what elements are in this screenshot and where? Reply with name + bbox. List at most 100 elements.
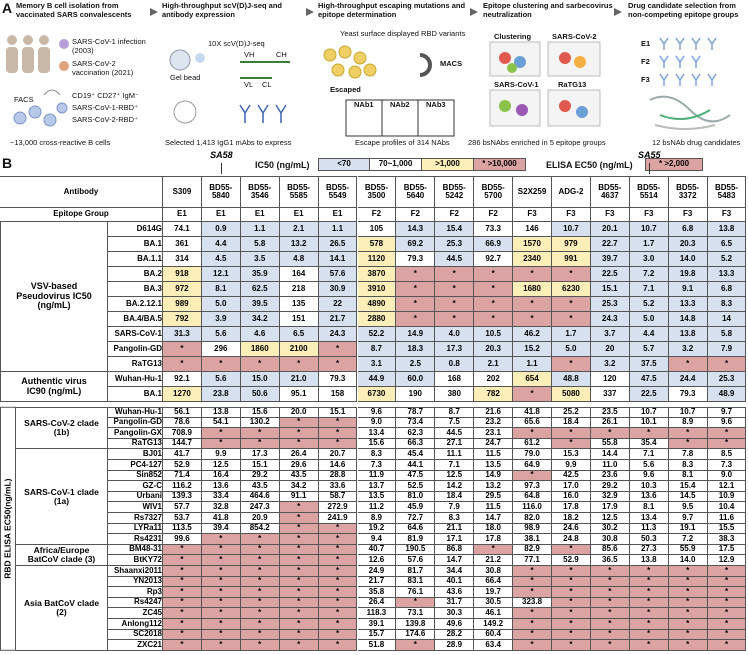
value-cell: * bbox=[590, 566, 630, 577]
value-cell: 9.4 bbox=[357, 534, 397, 545]
label: SARS-CoV-2 vaccination (2021) bbox=[72, 59, 134, 77]
value-cell: * bbox=[318, 587, 358, 598]
value-cell: * bbox=[279, 566, 319, 577]
value-cell: 20.0 bbox=[279, 407, 319, 418]
row-name: BJ01 bbox=[108, 449, 163, 460]
value-cell: * bbox=[590, 428, 630, 439]
value-cell: * bbox=[707, 566, 747, 577]
value-cell: 28.9 bbox=[435, 640, 475, 651]
drug-callout: SA58 bbox=[210, 150, 233, 161]
epitope-group: F3 bbox=[668, 208, 708, 222]
value-cell: * bbox=[240, 629, 280, 641]
value-cell: 81.0 bbox=[396, 491, 436, 503]
value-cell: 158 bbox=[318, 387, 358, 402]
value-cell: 9.7 bbox=[707, 407, 747, 418]
value-cell: * bbox=[318, 566, 358, 577]
value-cell: 95.1 bbox=[279, 387, 319, 402]
value-cell: 21.0 bbox=[279, 372, 319, 387]
value-cell: * bbox=[279, 576, 319, 588]
epitope-group: F2 bbox=[396, 208, 436, 222]
row-name: ZXC21 bbox=[108, 640, 163, 651]
value-cell: 52.9 bbox=[552, 555, 591, 566]
value-cell: 38.3 bbox=[707, 534, 747, 545]
value-cell: * bbox=[163, 566, 202, 577]
value-cell: 11.0 bbox=[590, 460, 630, 471]
antibody-name: BD55-3546 bbox=[240, 176, 280, 208]
value-cell: 56.1 bbox=[163, 407, 202, 418]
value-cell: * bbox=[201, 619, 241, 630]
label: F2 bbox=[641, 57, 650, 66]
value-cell: * bbox=[318, 523, 358, 535]
value-cell: * bbox=[552, 544, 591, 556]
value-cell: * bbox=[201, 357, 241, 372]
value-cell: * bbox=[707, 619, 747, 630]
value-cell: 854.2 bbox=[240, 523, 280, 535]
row-name: Pangolin-GX bbox=[108, 428, 163, 439]
value-cell: * bbox=[707, 576, 747, 588]
value-cell: 12.5 bbox=[201, 460, 241, 471]
row-name: RaTG13 bbox=[108, 357, 163, 372]
row-name: Wuhan-Hu-1 bbox=[108, 372, 163, 387]
value-cell: 13.3 bbox=[668, 297, 708, 312]
value-cell: 73.1 bbox=[396, 608, 436, 619]
value-cell: 9.5 bbox=[668, 502, 708, 513]
value-cell: * bbox=[240, 357, 280, 372]
value-cell: * bbox=[240, 597, 280, 609]
value-cell: 23.8 bbox=[201, 387, 241, 402]
value-cell: 30.3 bbox=[435, 608, 475, 619]
value-cell: * bbox=[318, 629, 358, 641]
value-cell: 82.0 bbox=[513, 513, 552, 524]
candidate-antibodies bbox=[659, 37, 717, 86]
value-cell: 73.4 bbox=[396, 417, 436, 429]
value-cell: * bbox=[396, 267, 436, 282]
value-cell: 8.9 bbox=[668, 417, 708, 429]
value-cell: 792 bbox=[163, 312, 202, 327]
value-cell: 9.6 bbox=[357, 407, 397, 418]
value-cell: 2.1 bbox=[279, 222, 319, 237]
value-cell: 14.6 bbox=[318, 460, 358, 471]
legend-item: >1,000 bbox=[422, 158, 474, 171]
value-cell: 3910 bbox=[357, 282, 397, 297]
value-cell: * bbox=[590, 619, 630, 630]
value-cell: * bbox=[590, 640, 630, 651]
value-cell: 22.5 bbox=[590, 267, 630, 282]
value-cell: * bbox=[552, 587, 591, 598]
step-caption: ~13,000 cross-reactive B cells bbox=[10, 138, 111, 147]
workflow-graphics bbox=[6, 8, 731, 137]
value-cell: * bbox=[629, 608, 669, 619]
value-cell: * bbox=[474, 267, 514, 282]
antibody-name: ADG-2 bbox=[552, 176, 591, 208]
value-cell: * bbox=[474, 544, 514, 556]
epitope-group: F3 bbox=[552, 208, 591, 222]
value-cell: 57.6 bbox=[396, 555, 436, 566]
value-cell: * bbox=[629, 619, 669, 630]
value-cell: 146 bbox=[513, 222, 552, 237]
value-cell: * bbox=[163, 544, 202, 556]
value-cell: 151 bbox=[279, 312, 319, 327]
value-cell: * bbox=[279, 534, 319, 545]
value-cell: 6.8 bbox=[668, 222, 708, 237]
value-cell: * bbox=[318, 597, 358, 609]
value-cell: 37.5 bbox=[629, 357, 669, 372]
row-name: BA.3 bbox=[108, 282, 163, 297]
value-cell: 9.7 bbox=[668, 513, 708, 524]
value-cell: * bbox=[668, 576, 708, 588]
value-cell: 11.9 bbox=[357, 470, 397, 482]
value-cell: 0.9 bbox=[201, 222, 241, 237]
value-cell: * bbox=[590, 587, 630, 598]
value-cell: 39.7 bbox=[590, 252, 630, 267]
value-cell: 3.0 bbox=[629, 252, 669, 267]
value-cell: * bbox=[279, 629, 319, 641]
value-cell: * bbox=[201, 587, 241, 598]
clade-label: Africa/Europe BatCoV clade (3) bbox=[16, 544, 108, 566]
section-label: VSV-based Pseudovirus IC50 (ng/mL) bbox=[0, 222, 108, 372]
value-cell: 23.2 bbox=[474, 417, 514, 429]
value-cell: 23.5 bbox=[590, 407, 630, 418]
value-cell: 116.2 bbox=[163, 481, 202, 492]
value-cell: 8.1 bbox=[201, 282, 241, 297]
value-cell: 11.6 bbox=[707, 513, 747, 524]
value-cell: * bbox=[629, 566, 669, 577]
value-cell: 144.7 bbox=[163, 438, 202, 450]
value-cell: 17.5 bbox=[707, 544, 747, 556]
value-cell: 11.2 bbox=[357, 502, 397, 513]
